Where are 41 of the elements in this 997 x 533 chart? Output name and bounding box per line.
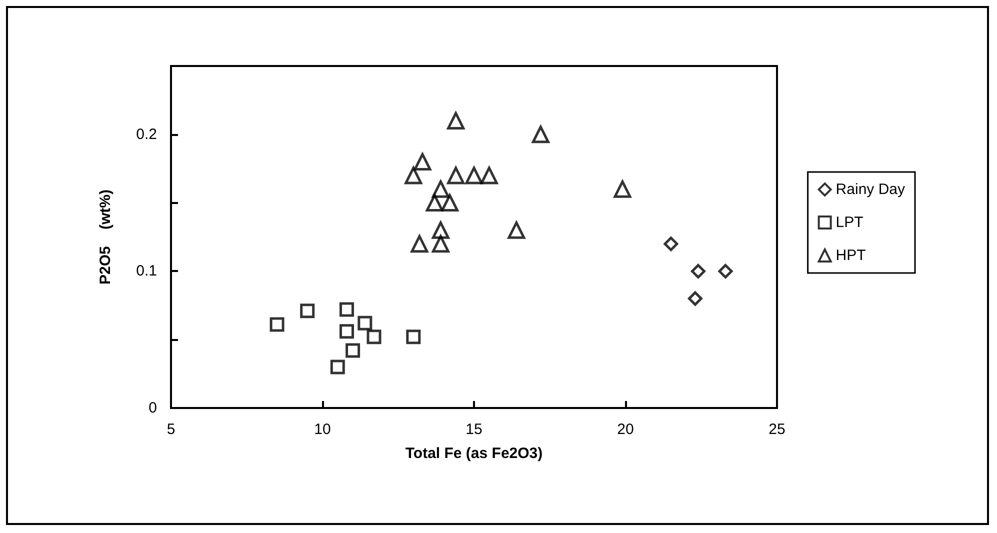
point bbox=[441, 194, 459, 212]
point bbox=[690, 264, 706, 278]
point bbox=[432, 235, 450, 253]
legend-label: Rainy Day bbox=[836, 181, 906, 198]
point bbox=[480, 166, 498, 184]
x-tick-label: 10 bbox=[314, 421, 331, 438]
point bbox=[330, 360, 345, 374]
point bbox=[366, 330, 382, 344]
x-tick-label: 15 bbox=[466, 421, 482, 438]
point bbox=[432, 221, 450, 239]
legend-label: HPT bbox=[836, 247, 866, 264]
y-axis-title: P2O5 (wt%) bbox=[97, 189, 114, 285]
point bbox=[300, 304, 315, 318]
point bbox=[664, 236, 678, 252]
point bbox=[414, 153, 432, 171]
point bbox=[614, 180, 632, 198]
point bbox=[410, 235, 428, 253]
point bbox=[718, 264, 733, 278]
point bbox=[406, 330, 421, 344]
point bbox=[465, 166, 483, 184]
point bbox=[404, 166, 422, 184]
point bbox=[447, 166, 465, 184]
point bbox=[346, 343, 360, 358]
point bbox=[432, 180, 450, 198]
point bbox=[508, 221, 526, 239]
point bbox=[532, 126, 550, 144]
point bbox=[358, 316, 372, 330]
point bbox=[688, 291, 702, 306]
y-tick-label: 0.1 bbox=[136, 262, 157, 280]
point bbox=[339, 302, 354, 317]
point bbox=[339, 324, 354, 339]
point bbox=[270, 317, 284, 332]
y-tick-label: 0.2 bbox=[136, 126, 157, 143]
legend-label: LPT bbox=[836, 214, 864, 231]
point bbox=[426, 194, 444, 212]
x-tick-label: 20 bbox=[617, 421, 634, 438]
y-tick-label: 0 bbox=[148, 400, 157, 416]
x-axis-title: Total Fe (as Fe2O3) bbox=[405, 445, 543, 462]
x-tick-label: 5 bbox=[166, 421, 176, 438]
x-tick-label: 25 bbox=[768, 421, 786, 438]
point bbox=[447, 112, 465, 130]
